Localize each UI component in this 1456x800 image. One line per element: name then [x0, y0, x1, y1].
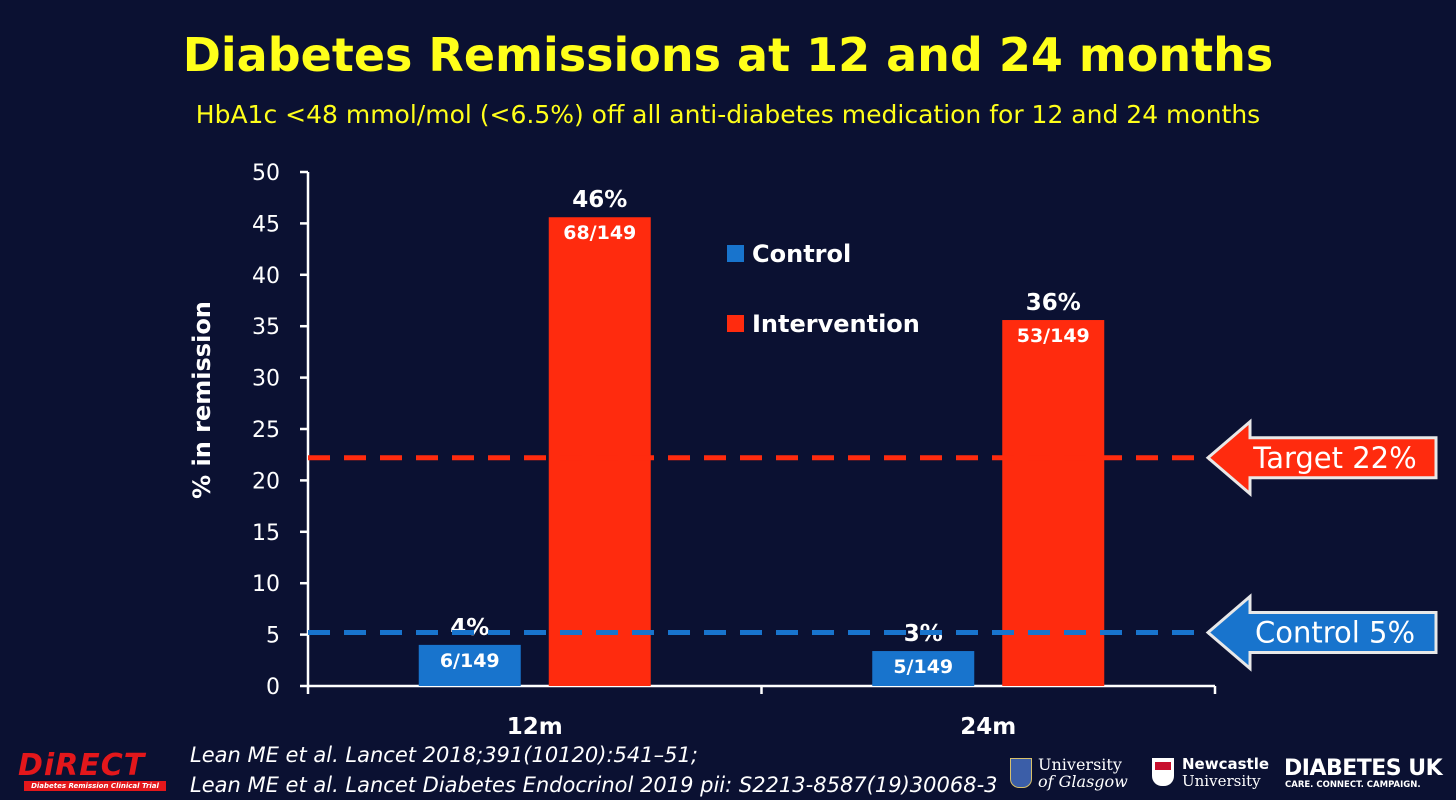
glasgow-line1: University — [1038, 755, 1122, 774]
glasgow-crest-icon — [1010, 758, 1032, 788]
reference-lines — [308, 455, 1215, 636]
bar-control-12m — [418, 644, 521, 686]
y-tick-label: 35 — [252, 315, 280, 340]
newcastle-university-logo: Newcastle University — [1152, 756, 1272, 792]
bar-fraction-label: 6/149 — [440, 650, 500, 672]
university-of-glasgow-logo: University of Glasgow — [1010, 756, 1130, 792]
y-tick-label: 5 — [266, 624, 280, 649]
direct-logo-text: DiRECT — [18, 748, 146, 783]
bar-fraction-label: 53/149 — [1017, 325, 1090, 347]
bar-intervention-24m — [1002, 320, 1105, 686]
callout-arrow-icon — [1205, 418, 1438, 498]
diabetes-uk-name: DIABETES UK — [1284, 756, 1443, 781]
legend-label-intervention: Intervention — [752, 310, 920, 338]
legend-swatch-intervention — [727, 315, 744, 332]
reference-2: Lean ME et al. Lancet Diabetes Endocrino… — [190, 773, 998, 797]
y-tick-label: 15 — [252, 521, 280, 546]
legend-swatch-control — [727, 245, 744, 262]
direct-logo-tagline: Diabetes Remission Clinical Trial — [24, 781, 166, 791]
diabetes-uk-logo: DIABETES UK CARE. CONNECT. CAMPAIGN. — [1284, 756, 1452, 792]
newcastle-line1: Newcastle — [1182, 755, 1270, 773]
bar-percent-label: 36% — [1026, 290, 1081, 316]
bar-intervention-12m — [548, 217, 651, 686]
y-tick-label: 25 — [252, 418, 280, 443]
direct-trial-logo: DiRECT Diabetes Remission Clinical Trial — [16, 748, 172, 792]
glasgow-line2: of Glasgow — [1038, 772, 1128, 791]
bar-fraction-label: 5/149 — [893, 656, 953, 678]
slide-subtitle: HbA1c <48 mmol/mol (<6.5%) off all anti-… — [195, 100, 1261, 129]
callout-label: Control 5% — [1255, 616, 1415, 650]
diabetes-uk-tagline: CARE. CONNECT. CAMPAIGN. — [1285, 780, 1421, 790]
remission-bar-chart: 0 5 10 15 20 25 30 35 40 45 50 12m 24m 4% 6/149 46% 68… — [188, 161, 1438, 740]
legend-label-control: Control — [752, 240, 851, 268]
bar-control-24m — [872, 651, 975, 686]
bar-percent-label: 4% — [450, 615, 489, 641]
y-tick-label: 30 — [252, 367, 280, 392]
x-category-label: 12m — [507, 714, 563, 740]
y-tick-label: 0 — [266, 675, 280, 700]
newcastle-crest-icon — [1152, 758, 1174, 786]
y-tick-label: 20 — [252, 469, 280, 494]
callout-arrow-icon — [1205, 593, 1438, 672]
reference-1: Lean ME et al. Lancet 2018;391(10120):54… — [190, 743, 698, 767]
legend: Control Intervention — [727, 240, 920, 338]
x-axis: 12m 24m — [306, 684, 1217, 740]
bar-percent-label: 46% — [572, 187, 627, 213]
y-tick-label: 50 — [252, 161, 280, 186]
newcastle-line2: University — [1182, 772, 1261, 790]
slide-title: Diabetes Remissions at 12 and 24 months — [182, 28, 1274, 82]
y-axis-label: % in remission — [188, 301, 216, 499]
references: Lean ME et al. Lancet 2018;391(10120):54… — [190, 740, 998, 800]
y-tick-label: 45 — [252, 212, 280, 237]
bar-fraction-label: 68/149 — [563, 222, 636, 244]
callout-label: Target 22% — [1252, 441, 1416, 475]
y-tick-label: 10 — [252, 572, 280, 597]
reference-callouts: Target 22% Control 5% — [1205, 418, 1438, 672]
x-category-label: 24m — [960, 714, 1016, 740]
y-tick-label: 40 — [252, 264, 280, 289]
y-axis: 0 5 10 15 20 25 30 35 40 45 50 — [252, 161, 310, 700]
